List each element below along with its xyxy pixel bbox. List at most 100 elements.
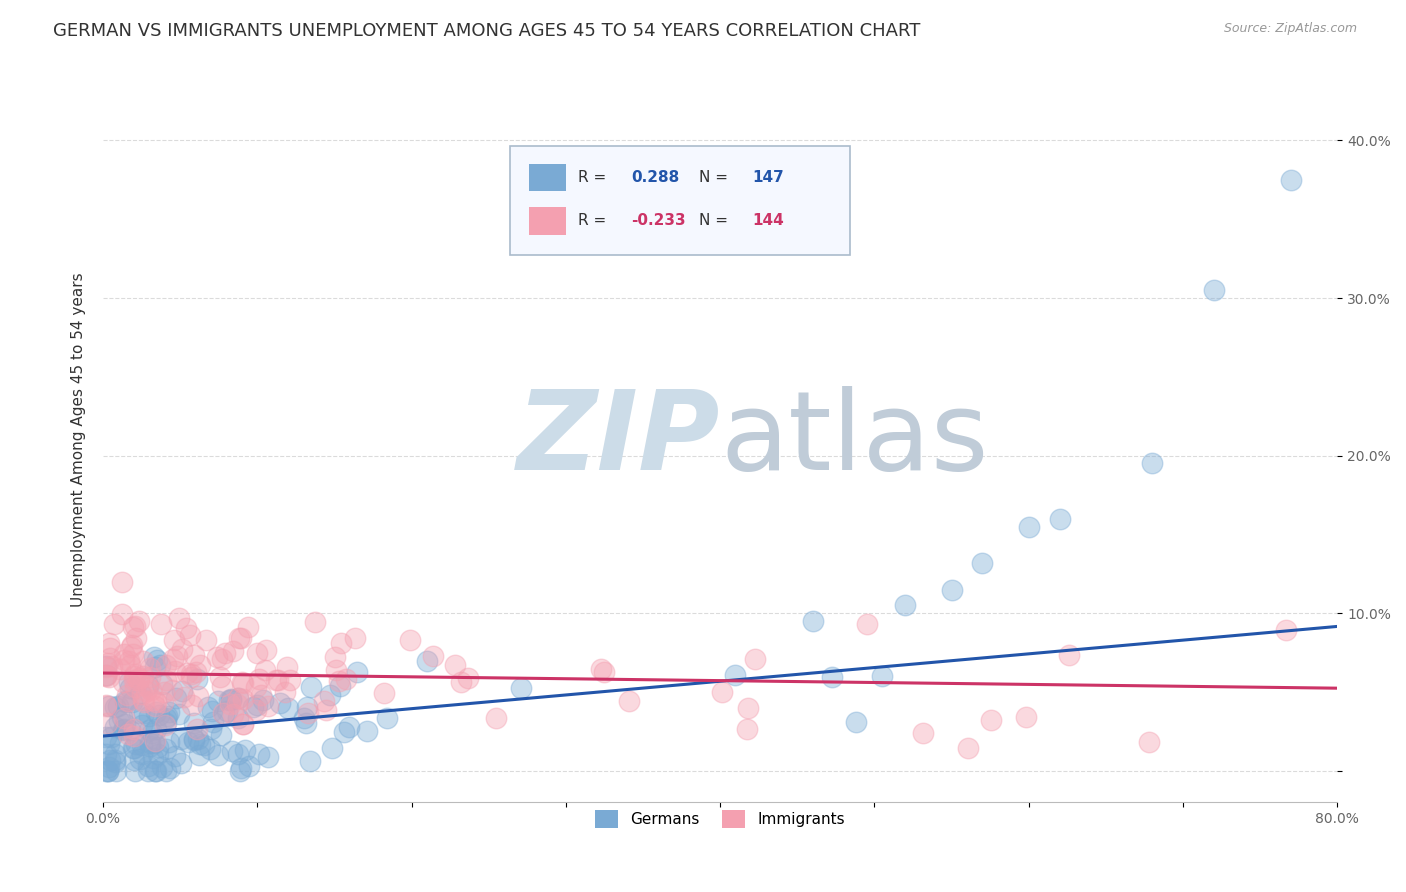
Point: [183, 733, 205, 747]
Point: [132, 669, 155, 683]
Point: [122, 729, 145, 743]
Text: N =: N =: [699, 170, 733, 185]
Point: [509, 681, 531, 695]
Text: GERMAN VS IMMIGRANTS UNEMPLOYMENT AMONG AGES 45 TO 54 YEARS CORRELATION CHART: GERMAN VS IMMIGRANTS UNEMPLOYMENT AMONG …: [53, 22, 921, 40]
Point: [122, 673, 145, 688]
Point: [112, 711, 135, 725]
Point: [212, 707, 235, 722]
Point: [211, 679, 233, 693]
Point: [100, 731, 122, 745]
Point: [112, 723, 135, 737]
Point: [150, 677, 173, 691]
Point: [328, 674, 350, 689]
Point: [128, 614, 150, 628]
Point: [266, 673, 288, 687]
Point: [214, 646, 236, 660]
Point: [104, 720, 127, 734]
Point: [94, 764, 117, 778]
Point: [135, 683, 157, 698]
Point: [124, 667, 146, 681]
Legend: Germans, Immigrants: Germans, Immigrants: [589, 804, 852, 835]
Point: [231, 631, 253, 645]
Point: [221, 643, 243, 657]
Text: N =: N =: [699, 213, 733, 228]
Point: [98, 640, 121, 655]
Point: [132, 654, 155, 668]
Point: [911, 725, 934, 739]
Point: [226, 747, 249, 761]
Point: [1049, 511, 1071, 525]
Point: [242, 700, 264, 714]
Point: [416, 654, 439, 668]
Point: [120, 723, 142, 738]
Point: [165, 691, 187, 706]
Point: [190, 737, 212, 751]
Point: [941, 582, 963, 597]
Point: [112, 653, 135, 667]
Point: [254, 663, 277, 677]
Point: [226, 711, 249, 725]
Point: [176, 621, 198, 635]
Point: [183, 715, 205, 730]
Point: [136, 759, 159, 773]
Point: [801, 614, 824, 628]
Point: [98, 670, 121, 684]
Point: [276, 659, 298, 673]
Point: [121, 619, 143, 633]
Point: [104, 753, 127, 767]
Point: [238, 759, 260, 773]
Point: [155, 717, 177, 731]
Point: [246, 646, 269, 660]
Point: [155, 673, 177, 687]
Point: [457, 671, 479, 685]
Point: [159, 761, 181, 775]
Point: [169, 732, 191, 747]
Point: [96, 669, 118, 683]
Point: [207, 748, 229, 763]
Point: [252, 692, 274, 706]
Point: [232, 717, 254, 731]
Point: [108, 661, 131, 675]
Point: [329, 636, 352, 650]
Point: [254, 643, 277, 657]
Point: [250, 688, 273, 702]
Point: [179, 628, 201, 642]
Point: [141, 726, 163, 740]
Point: [143, 650, 166, 665]
Point: [295, 716, 318, 731]
Point: [247, 747, 270, 762]
Point: [94, 660, 117, 674]
Point: [724, 668, 747, 682]
Point: [211, 652, 233, 666]
Point: [124, 619, 146, 633]
Point: [269, 696, 291, 710]
Point: [156, 709, 179, 723]
Point: [1137, 735, 1160, 749]
Point: [247, 673, 270, 687]
Point: [112, 647, 135, 661]
Point: [219, 692, 242, 706]
Point: [97, 764, 120, 778]
Point: [173, 690, 195, 705]
Point: [96, 764, 118, 778]
Point: [122, 741, 145, 756]
Point: [165, 749, 187, 764]
Point: [329, 679, 352, 693]
Point: [162, 683, 184, 698]
Point: [96, 668, 118, 682]
Point: [218, 697, 240, 711]
Point: [94, 698, 117, 712]
Point: [97, 737, 120, 751]
Point: [207, 694, 229, 708]
Point: [128, 706, 150, 721]
Point: [1142, 457, 1164, 471]
Point: [176, 666, 198, 681]
Point: [222, 706, 245, 721]
Point: [146, 747, 169, 761]
Point: [299, 680, 322, 694]
Point: [121, 639, 143, 653]
Point: [1015, 710, 1038, 724]
Point: [145, 706, 167, 720]
Point: [894, 599, 917, 613]
Point: [122, 722, 145, 736]
